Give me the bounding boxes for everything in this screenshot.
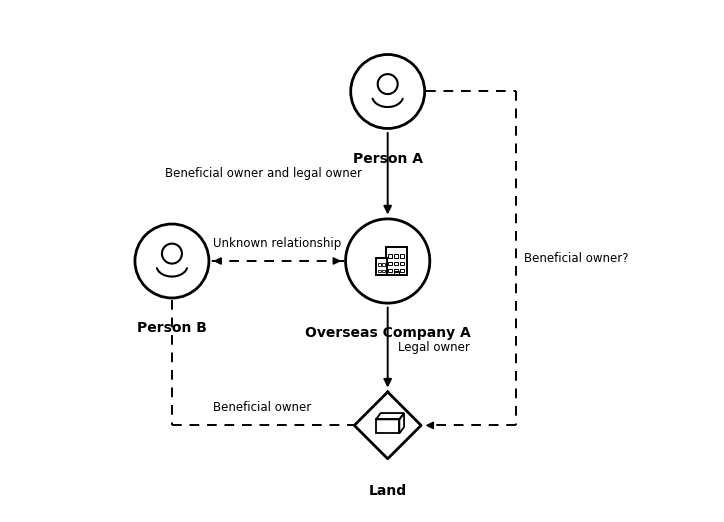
Text: Beneficial owner and legal owner: Beneficial owner and legal owner: [165, 167, 362, 180]
Text: Overseas Company A: Overseas Company A: [305, 326, 471, 340]
Text: Unknown relationship: Unknown relationship: [213, 236, 342, 250]
Bar: [376, 257, 387, 275]
Text: Legal owner: Legal owner: [398, 341, 470, 354]
Bar: [378, 264, 381, 266]
Bar: [386, 247, 407, 275]
Text: Person B: Person B: [137, 321, 207, 335]
Bar: [400, 269, 404, 272]
Bar: [388, 262, 392, 265]
Text: Beneficial owner: Beneficial owner: [214, 401, 311, 414]
Bar: [394, 254, 398, 257]
Text: Person A: Person A: [353, 151, 423, 165]
Bar: [376, 419, 400, 433]
Bar: [400, 254, 404, 257]
Polygon shape: [354, 392, 421, 459]
Bar: [394, 262, 398, 265]
Bar: [382, 270, 385, 272]
Bar: [394, 271, 399, 275]
Bar: [382, 264, 385, 266]
Bar: [388, 269, 392, 272]
Bar: [378, 270, 381, 272]
Bar: [394, 269, 398, 272]
Bar: [400, 262, 404, 265]
Text: Beneficial owner?: Beneficial owner?: [523, 252, 628, 265]
Bar: [388, 254, 392, 257]
Text: Land: Land: [369, 484, 407, 499]
